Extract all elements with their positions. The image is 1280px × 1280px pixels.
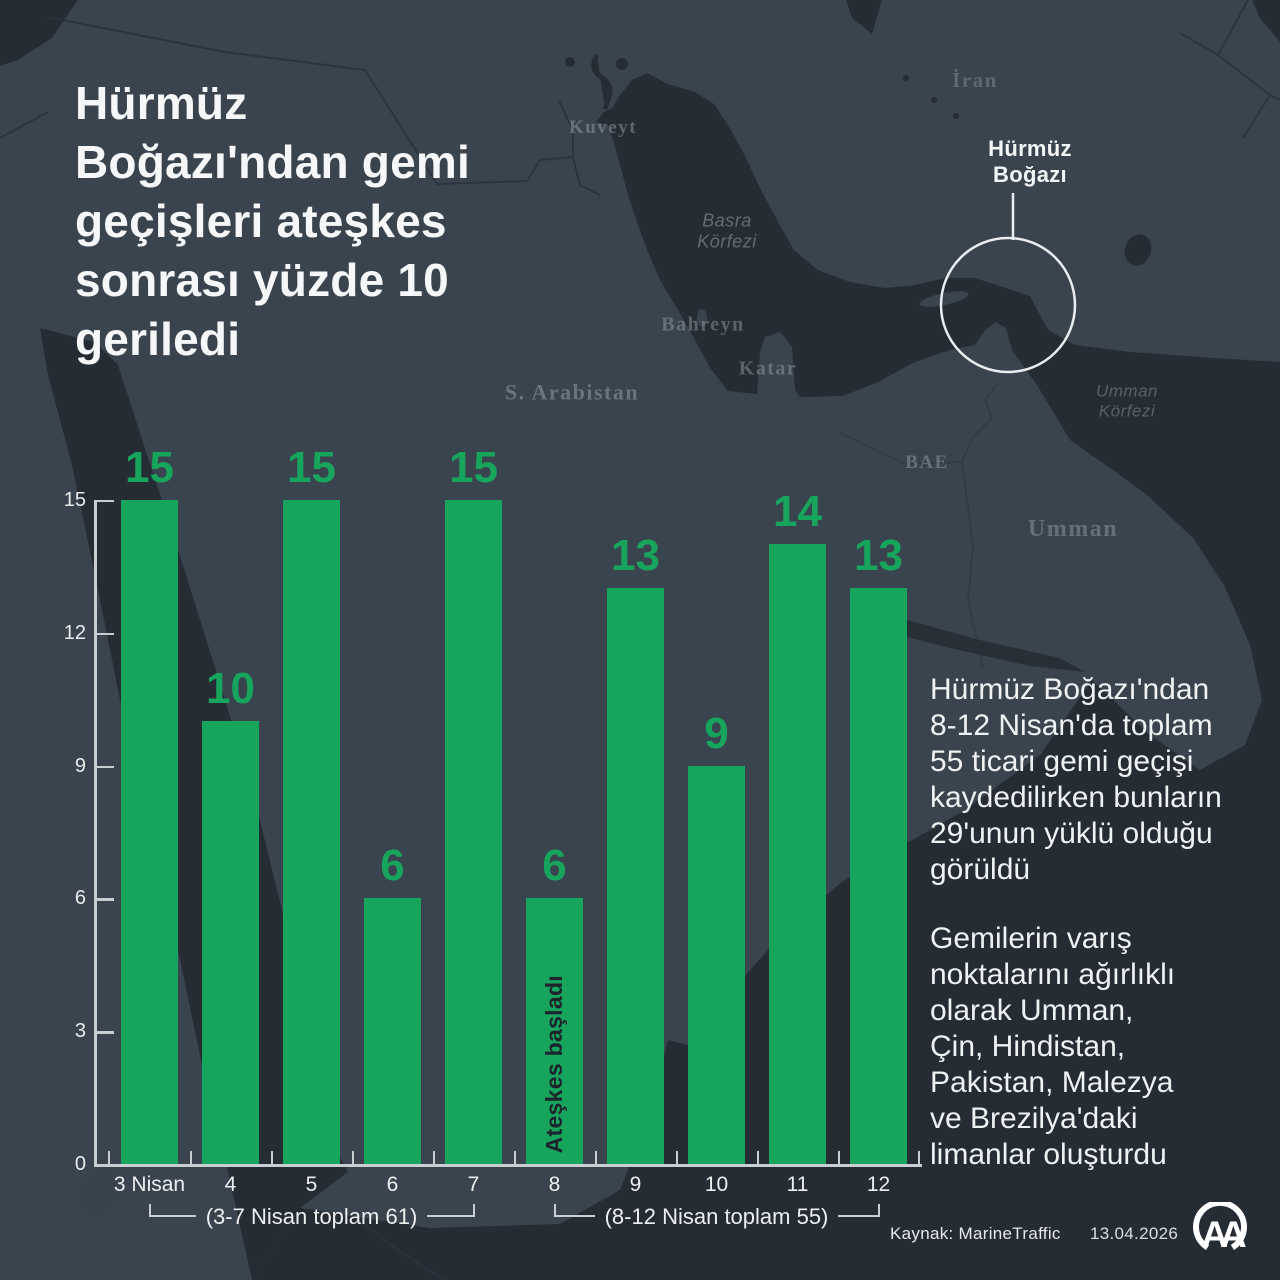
y-axis-tick: [94, 765, 114, 769]
x-axis-tick: [514, 1151, 516, 1164]
info-paragraph-1: Hürmüz Boğazı'ndan 8-12 Nisan'da toplam …: [930, 673, 1222, 886]
x-axis-tick: [838, 1151, 840, 1164]
map-label-umman-korfezi: Umman Körfezi: [1095, 381, 1159, 420]
x-axis-tick: [352, 1151, 354, 1164]
page-title: Hürmüz Boğazı'ndan gemi geçişleri ateşke…: [75, 77, 470, 365]
bracket-end: [877, 1204, 880, 1217]
y-axis-label: 9: [74, 754, 86, 777]
y-axis-tick: [94, 632, 114, 636]
x-axis-tick: [595, 1151, 597, 1164]
bar-value-label: 6: [542, 841, 567, 891]
x-axis-label: 4: [224, 1173, 237, 1196]
y-axis-label: 6: [74, 887, 86, 910]
map-label-umman: Umman: [1027, 516, 1119, 543]
map-label-kuveyt: Kuveyt: [568, 117, 638, 139]
group-bracket: (3-7 Nisan toplam 61): [148, 1204, 475, 1230]
map-label-iran: İran: [952, 67, 998, 92]
bar: [445, 499, 502, 1164]
y-axis-label: 12: [63, 621, 86, 644]
source-credit: Kaynak: MarineTraffic: [890, 1224, 1061, 1243]
bracket-line: [555, 1215, 595, 1217]
bracket-line: [150, 1215, 196, 1217]
group-total-label: (3-7 Nisan toplam 61): [205, 1204, 418, 1229]
bar: [526, 898, 583, 1164]
bar-value-label: 10: [206, 664, 255, 714]
x-axis-tick: [190, 1151, 192, 1164]
y-axis-line: [94, 499, 97, 1166]
group-total-label: (8-12 Nisan toplam 55): [604, 1204, 829, 1229]
x-axis-label: 11: [786, 1173, 809, 1196]
bracket-line: [838, 1215, 878, 1217]
bar: [607, 588, 664, 1164]
x-axis-tick: [433, 1151, 435, 1164]
x-axis-label: 6: [386, 1173, 399, 1196]
bar: [688, 765, 745, 1164]
x-axis-line: [94, 1164, 922, 1167]
x-axis-tick: [271, 1151, 273, 1164]
map-label-basra-korfezi: Basra Körfezi: [697, 210, 757, 251]
bar-value-label: 6: [380, 841, 405, 891]
red-sea-shape: [40, 328, 348, 1280]
strait-callout-label: Hürmüz Boğazı: [988, 136, 1072, 187]
x-axis-label: 5: [305, 1173, 318, 1196]
x-axis-tick: [918, 1151, 920, 1164]
bar: [283, 499, 340, 1164]
x-axis-label: 8: [548, 1173, 561, 1196]
x-axis-label: 3 Nisan: [113, 1173, 186, 1196]
x-axis-tick: [757, 1151, 759, 1164]
bar: [202, 721, 259, 1164]
svg-text:AA: AA: [1201, 1214, 1246, 1255]
bar: [769, 544, 826, 1164]
info-text-block: Hürmüz Boğazı'ndan 8-12 Nisan'da toplam …: [930, 672, 1230, 1173]
date-label: 13.04.2026: [1090, 1224, 1179, 1243]
bracket-end: [472, 1204, 475, 1217]
x-axis-label: 7: [467, 1173, 480, 1196]
map-label-s-arabistan: S. Arabistan: [504, 379, 640, 405]
x-axis-label: 10: [704, 1173, 729, 1196]
bar-value-label: 15: [125, 442, 174, 492]
bar-value-label: 13: [611, 531, 660, 581]
bar-value-label: 14: [773, 487, 822, 537]
bar-value-label: 13: [854, 531, 903, 581]
y-axis-tick: [94, 1031, 114, 1034]
aa-agency-logo: AA: [1193, 1202, 1254, 1255]
y-axis-label: 3: [74, 1020, 86, 1043]
y-axis-tick: [94, 898, 114, 901]
x-axis-label: 12: [866, 1173, 891, 1196]
sea-shape: [252, 73, 1280, 1280]
y-axis-label: 15: [63, 488, 86, 511]
map-label-katar: Katar: [738, 357, 798, 380]
y-axis-label: 0: [74, 1153, 86, 1175]
map-label-bahreyn: Bahreyn: [661, 313, 745, 336]
bracket-end: [148, 1204, 151, 1217]
x-axis-tick: [676, 1151, 678, 1164]
strait-circle-annotation: [939, 236, 1077, 374]
map-label-bae: BAE: [905, 452, 949, 474]
x-axis-label: 9: [629, 1173, 642, 1196]
bracket-line: [427, 1215, 473, 1217]
bar-value-label: 9: [704, 708, 729, 758]
bar: [121, 499, 178, 1164]
bracket-end: [553, 1204, 556, 1217]
bar-value-label: 15: [449, 442, 498, 492]
info-paragraph-2: Gemilerin varış noktalarını ağırlıklı ol…: [930, 922, 1176, 1171]
ceasefire-annotation: Ateşkes başladı: [541, 974, 567, 1153]
bar-value-label: 15: [287, 442, 336, 492]
bar: [364, 898, 421, 1164]
x-axis-tick: [108, 1151, 110, 1164]
y-axis-tick: [94, 499, 114, 503]
bar: [850, 588, 907, 1164]
group-bracket: (8-12 Nisan toplam 55): [553, 1204, 880, 1230]
